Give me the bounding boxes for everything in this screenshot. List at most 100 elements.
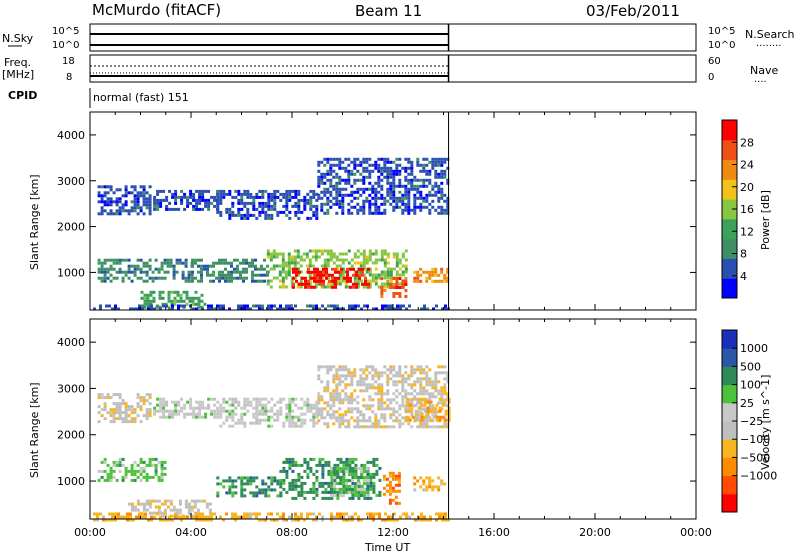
echo-cell xyxy=(115,203,119,207)
echo-cell xyxy=(204,201,208,205)
echo-cell xyxy=(316,276,319,280)
echo-cell xyxy=(174,195,178,199)
echo-cell xyxy=(228,216,232,220)
echo-cell xyxy=(183,195,187,199)
echo-cell xyxy=(258,213,262,217)
echo-cell xyxy=(338,199,342,203)
echo-cell xyxy=(414,415,418,419)
echo-cell xyxy=(216,204,220,208)
echo-cell xyxy=(106,203,110,207)
echo-cell xyxy=(359,178,363,182)
freq-trace xyxy=(90,55,450,82)
echo-cell xyxy=(317,196,321,200)
echo-cell xyxy=(446,267,450,271)
echo-cell xyxy=(368,157,372,161)
echo-cell xyxy=(335,181,339,185)
echo-cell xyxy=(326,208,330,212)
echo-cell xyxy=(170,302,174,306)
echo-cell xyxy=(435,415,439,419)
echo-cell xyxy=(278,273,282,277)
echo-cell xyxy=(115,197,119,201)
echo-cell xyxy=(215,261,218,265)
echo-cell xyxy=(362,166,366,170)
echo-cell xyxy=(198,412,202,416)
echo-cell xyxy=(365,389,369,393)
echo-cell xyxy=(431,479,435,483)
echo-cell xyxy=(231,515,234,519)
echo-cell xyxy=(341,482,345,486)
echo-cell xyxy=(372,512,375,516)
echo-cell xyxy=(237,421,241,425)
echo-cell xyxy=(288,515,291,519)
echo-cell xyxy=(306,515,309,519)
echo-cell xyxy=(342,490,346,494)
echo-cell xyxy=(356,211,360,215)
echo-cell xyxy=(371,398,375,402)
echo-cell xyxy=(124,475,128,479)
echo-cell xyxy=(356,196,360,200)
echo-cell xyxy=(359,264,363,268)
echo-cell xyxy=(320,276,324,280)
echo-cell xyxy=(335,157,339,161)
echo-cell xyxy=(407,160,411,164)
echo-cell xyxy=(288,484,292,488)
echo-cell xyxy=(371,422,375,426)
echo-cell xyxy=(270,482,274,486)
echo-cell xyxy=(425,276,429,280)
echo-cell xyxy=(331,276,334,280)
echo-cell xyxy=(368,285,372,289)
echo-cell xyxy=(318,460,322,464)
echo-cell xyxy=(222,304,225,308)
echo-cell xyxy=(236,267,239,271)
echo-cell xyxy=(326,410,330,414)
echo-cell xyxy=(191,270,194,274)
echo-cell xyxy=(200,264,203,268)
echo-cell xyxy=(336,515,339,519)
echo-cell xyxy=(341,205,345,209)
echo-cell xyxy=(115,478,119,482)
echo-cell xyxy=(323,261,327,265)
echo-cell xyxy=(136,475,140,479)
echo-cell xyxy=(397,480,401,484)
echo-cell xyxy=(103,469,107,473)
echo-cell xyxy=(93,307,96,311)
echo-cell xyxy=(252,421,256,425)
echo-cell xyxy=(320,160,324,164)
echo-cell xyxy=(275,255,279,259)
echo-cell xyxy=(204,415,208,419)
echo-cell xyxy=(288,409,292,413)
echo-cell xyxy=(311,255,315,259)
echo-cell xyxy=(388,480,392,484)
echo-cell xyxy=(100,209,104,213)
echo-cell xyxy=(118,188,122,192)
echo-cell xyxy=(136,508,140,512)
echo-cell xyxy=(130,505,134,509)
echo-cell xyxy=(130,270,134,274)
echo-cell xyxy=(237,207,241,211)
echo-cell xyxy=(279,192,283,196)
echo-cell xyxy=(103,270,107,274)
echo-cell xyxy=(341,211,345,215)
echo-cell xyxy=(169,514,173,518)
echo-cell xyxy=(139,206,143,210)
echo-cell xyxy=(288,195,292,199)
echo-cell xyxy=(331,267,334,271)
echo-cell xyxy=(404,187,408,191)
echo-cell xyxy=(347,383,351,387)
echo-cell xyxy=(168,409,172,413)
echo-cell xyxy=(305,255,309,259)
echo-cell xyxy=(198,198,202,202)
echo-cell xyxy=(419,422,423,426)
echo-cell xyxy=(249,213,253,217)
echo-cell xyxy=(296,285,300,289)
echo-cell xyxy=(335,282,339,286)
echo-cell xyxy=(347,181,351,185)
echo-cell xyxy=(197,299,201,303)
echo-cell xyxy=(240,479,244,483)
echo-cell xyxy=(192,207,196,211)
echo-cell xyxy=(338,374,342,378)
echo-cell xyxy=(157,478,161,482)
echo-cell xyxy=(380,193,384,197)
echo-cell xyxy=(103,460,107,464)
echo-cell xyxy=(347,401,351,405)
